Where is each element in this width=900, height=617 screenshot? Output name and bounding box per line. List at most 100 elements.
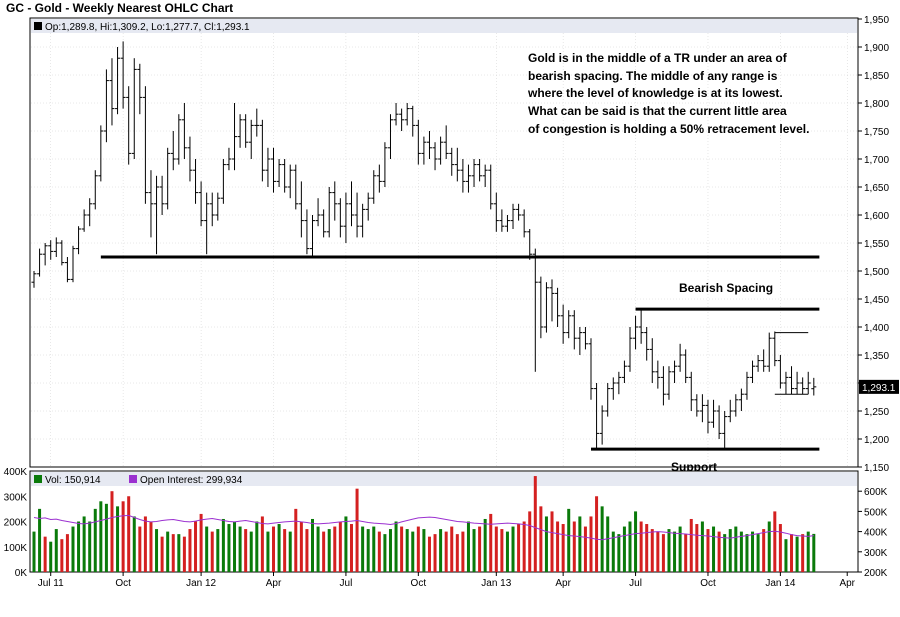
ohlc-bar: [699, 394, 705, 423]
ohlc-bar: [432, 142, 438, 171]
price-tick-label: 1,150: [864, 463, 889, 474]
volume-bar: [550, 511, 554, 572]
ohlc-bar: [438, 136, 444, 165]
ohlc-bar: [727, 399, 733, 423]
ohlc-bar: [87, 198, 93, 227]
ohlc-bar: [460, 159, 466, 193]
price-tick-label: 1,450: [864, 295, 889, 306]
ohlc-bar: [488, 164, 494, 210]
ohlc-bar: [237, 114, 243, 148]
volume-bar: [533, 476, 537, 572]
ohlc-bar: [738, 388, 744, 411]
volume-bar: [589, 516, 593, 572]
volume-bar: [322, 531, 326, 572]
volume-bar: [160, 536, 164, 572]
volume-bar: [505, 531, 509, 572]
volume-bar: [121, 501, 125, 572]
volume-bar: [372, 526, 376, 572]
volume-bar: [138, 526, 142, 572]
volume-bar: [606, 516, 610, 572]
volume-bar: [327, 529, 331, 572]
price-legend-text: Op:1,289.8, Hi:1,309.2, Lo:1,277.7, Cl:1…: [45, 22, 250, 33]
ohlc-bar: [638, 310, 644, 344]
volume-bar: [628, 521, 632, 572]
ohlc-bar: [209, 192, 215, 227]
volume-bar: [450, 526, 454, 572]
volume-bar: [745, 534, 749, 572]
volume-bar: [422, 529, 426, 572]
ohlc-bar: [76, 226, 82, 255]
ohlc-bar: [48, 240, 54, 260]
ohlc-bar: [627, 327, 633, 372]
volume-bar: [405, 529, 409, 572]
volume-tick-label: 200K: [4, 518, 28, 529]
volume-bar: [472, 529, 476, 572]
ohlc-bar: [304, 209, 310, 255]
volume-bar: [478, 526, 482, 572]
ohlc-bar: [465, 164, 471, 193]
x-tick-label: Oct: [411, 578, 427, 589]
ohlc-bar: [733, 394, 739, 417]
ohlc-bar: [716, 405, 722, 439]
ohlc-bar: [555, 287, 561, 327]
last-value-box: [859, 379, 899, 394]
ohlc-bar: [37, 248, 43, 277]
ohlc-bar: [165, 147, 171, 210]
x-tick-label: Jan 14: [765, 578, 795, 589]
ohlc-bar: [310, 215, 315, 257]
ohlc-bar: [276, 159, 282, 187]
ohlc-bar: [115, 47, 121, 115]
ohlc-bar: [321, 209, 327, 238]
volume-bar: [316, 526, 320, 572]
ohlc-bar: [644, 327, 650, 361]
ohlc-bar: [560, 304, 566, 344]
ohlc-bar: [577, 327, 583, 355]
volume-bar: [344, 516, 348, 572]
volume-bar: [249, 531, 253, 572]
ohlc-bar: [683, 349, 689, 383]
volume-bar: [227, 524, 231, 572]
ohlc-bar: [126, 86, 132, 165]
ohlc-bar: [393, 103, 399, 126]
ohlc-bar: [70, 245, 76, 283]
open-interest-legend-text: Open Interest: 299,934: [140, 475, 243, 486]
volume-bar: [277, 524, 281, 572]
volume-bar: [684, 534, 688, 572]
open-interest-tick-label: 300K: [864, 548, 888, 559]
ohlc-bar: [504, 215, 510, 232]
volume-bar: [739, 531, 743, 572]
volume-legend-bg: [31, 472, 857, 486]
volume-bar: [572, 521, 576, 572]
volume-bar: [149, 521, 153, 572]
ohlc-bar: [811, 377, 817, 396]
ohlc-bar: [154, 175, 160, 255]
ohlc-bar: [59, 240, 65, 266]
ohlc-bar: [527, 229, 533, 260]
volume-bar: [767, 521, 771, 572]
ohlc-bar: [243, 114, 249, 148]
volume-bar: [700, 521, 704, 572]
ohlc-bar: [521, 209, 527, 238]
volume-bar: [795, 536, 799, 572]
open-interest-legend-swatch: [129, 475, 137, 483]
ohlc-bar: [326, 187, 332, 238]
volume-bar: [806, 531, 810, 572]
ohlc-bar: [176, 114, 182, 165]
ohlc-bar: [226, 147, 232, 171]
price-tick-label: 1,650: [864, 183, 889, 194]
x-tick-label: Jan 12: [186, 578, 216, 589]
ohlc-bar: [254, 108, 260, 137]
ohlc-bar: [805, 371, 811, 395]
ohlc-bar: [387, 114, 393, 159]
volume-bar: [689, 518, 693, 572]
ohlc-bar: [348, 181, 354, 227]
volume-bars: [32, 476, 816, 572]
volume-bar: [634, 511, 638, 572]
volume-bar: [494, 526, 498, 572]
volume-bar: [116, 506, 120, 572]
ohlc-bar: [315, 198, 321, 227]
x-tick-label: Apr: [839, 578, 855, 589]
ohlc-bar: [543, 282, 549, 333]
volume-bar: [38, 508, 42, 572]
